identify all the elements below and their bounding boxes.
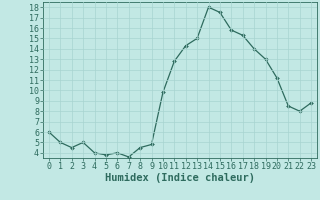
X-axis label: Humidex (Indice chaleur): Humidex (Indice chaleur) bbox=[105, 173, 255, 183]
